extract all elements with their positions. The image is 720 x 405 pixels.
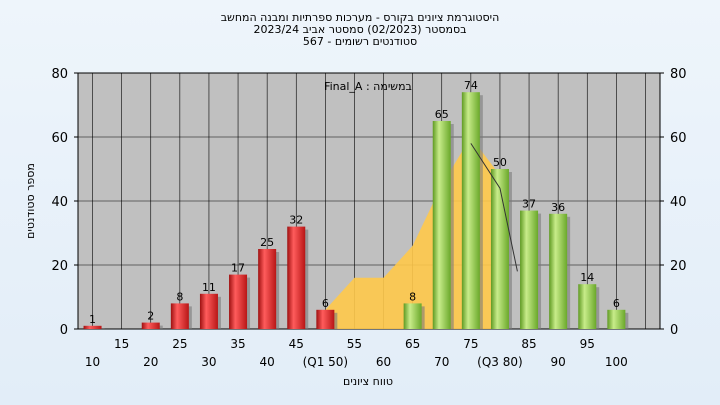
bar-data-label: 65 — [435, 108, 449, 121]
y-tick-label-left: 60 — [51, 131, 68, 146]
x-tick-label-upper: 55 — [347, 337, 362, 351]
bar-fail — [170, 303, 189, 329]
x-tick-label-lower: 90 — [551, 355, 566, 369]
bar-pass — [549, 213, 568, 329]
y-tick-label-right: 80 — [670, 67, 687, 82]
x-tick-label-upper: 65 — [405, 337, 420, 351]
bar-data-label: 36 — [551, 201, 565, 214]
y-tick-label-right: 0 — [670, 323, 678, 338]
bar-data-label: 17 — [231, 262, 245, 275]
bar-pass — [461, 92, 480, 329]
bar-data-label: 6 — [322, 297, 329, 310]
axes: 0 0 20 20 40 40 60 60 80 80 10 20 30 40 (Q1 50) 60 70 (Q3… — [51, 67, 686, 369]
y-tick-label-left: 0 — [60, 323, 68, 338]
bar-data-label: 74 — [464, 79, 478, 92]
bar-fail — [316, 309, 335, 329]
x-tick-label-lower: 30 — [201, 355, 216, 369]
y-tick-label-right: 60 — [670, 131, 687, 146]
chart-subtitle-semester: בסמסטר (02/2023) סמסטר אביב 2023/24 — [253, 23, 467, 36]
x-tick-label-upper: 45 — [289, 337, 304, 351]
y-tick-label-left: 20 — [51, 259, 68, 274]
chart-annotation: במשימה : Final_A — [324, 80, 412, 93]
bar-pass — [520, 210, 539, 329]
x-tick-label-lower: 20 — [143, 355, 158, 369]
bar-data-label: 1 — [89, 313, 96, 326]
x-tick-label-upper: 85 — [521, 337, 536, 351]
x-tick-label-lower: 70 — [434, 355, 449, 369]
bar-data-label: 14 — [580, 271, 594, 284]
bar-data-label: 25 — [260, 236, 274, 249]
bar-fail — [141, 322, 160, 329]
x-tick-label-lower: 60 — [376, 355, 391, 369]
bar-data-label: 8 — [176, 290, 183, 303]
bar-pass — [490, 169, 509, 329]
bar-data-label: 8 — [409, 290, 416, 303]
y-tick-label-left: 40 — [51, 195, 68, 210]
bar-fail — [229, 274, 248, 329]
bar-data-label: 11 — [202, 281, 216, 294]
x-tick-label-upper: 95 — [580, 337, 595, 351]
chart-subtitle-enrolled: סטודנטים רשומים - 567 — [302, 35, 418, 48]
x-tick-label-lower: (Q1 50) — [303, 355, 349, 369]
bar-data-label: 2 — [147, 310, 154, 323]
x-tick-label-lower: (Q3 80) — [477, 355, 523, 369]
distribution-area-shape — [325, 137, 500, 329]
x-tick-label-upper: 25 — [172, 337, 187, 351]
y-tick-label-left: 80 — [51, 67, 68, 82]
x-axis-title: טווח ציונים — [343, 375, 393, 388]
data-labels: 1 2 8 11 17 25 32 6 8 65 74 50 37 36 14 6 — [89, 79, 620, 326]
chart-title: היסטוגרמת ציונים בקורס - מערכות ספרתיות … — [220, 11, 500, 24]
bar-data-label: 50 — [493, 156, 507, 169]
x-tick-label-upper: 35 — [230, 337, 245, 351]
bar-pass — [432, 121, 451, 329]
bar-fail — [83, 325, 102, 329]
trend-line-path — [470, 143, 518, 272]
bar-pass — [403, 303, 422, 329]
chart-title-block: היסטוגרמת ציונים בקורס - מערכות ספרתיות … — [0, 12, 720, 48]
y-tick-label-right: 20 — [670, 259, 687, 274]
bar-data-label: 6 — [613, 297, 620, 310]
x-tick-label-lower: 100 — [605, 355, 628, 369]
bar-pass — [607, 309, 626, 329]
bar-fail — [287, 226, 306, 329]
x-tick-label-upper: 75 — [463, 337, 478, 351]
distribution-area — [325, 137, 500, 329]
x-tick-label-upper: 15 — [114, 337, 129, 351]
trend-line — [470, 143, 518, 272]
x-tick-label-lower: 10 — [85, 355, 100, 369]
bar-data-label: 37 — [522, 198, 536, 211]
bar-fail — [199, 293, 218, 329]
x-tick-label-lower: 40 — [260, 355, 275, 369]
y-axis-title: מספר סטודנטים — [24, 163, 37, 239]
bar-data-label: 32 — [289, 214, 303, 227]
bars-group — [83, 92, 629, 329]
bar-pass — [578, 284, 597, 329]
y-tick-label-right: 40 — [670, 195, 687, 210]
bar-fail — [258, 249, 277, 329]
